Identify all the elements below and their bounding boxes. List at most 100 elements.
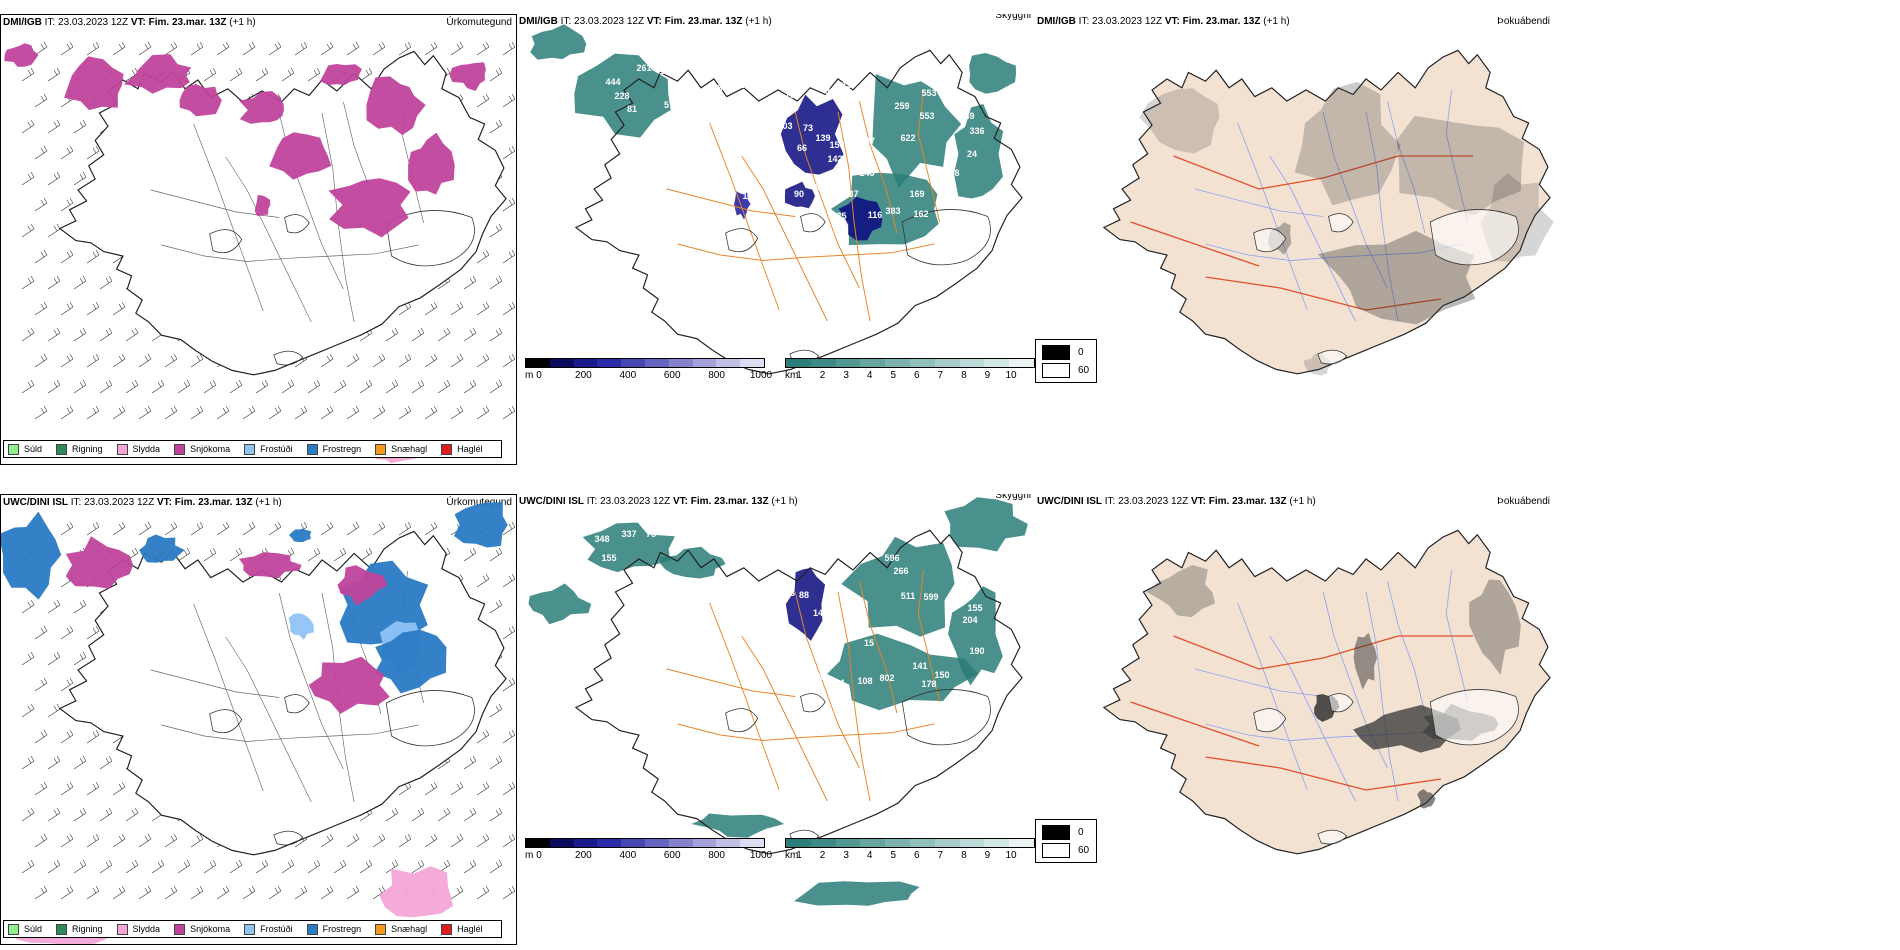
- visibility-value: 695: [876, 64, 891, 74]
- it-label: IT:: [586, 496, 598, 507]
- legend-item: Frostúði: [244, 443, 293, 455]
- visibility-value: 159: [829, 140, 844, 150]
- river-line: [1194, 188, 1324, 217]
- legend-swatch: [244, 443, 256, 455]
- legend-swatch: [8, 923, 19, 935]
- vt-value: Fim. 23.mar. 13Z: [1182, 16, 1261, 27]
- glacier-outline: [385, 690, 475, 747]
- lead-time: (+1 h): [229, 17, 256, 28]
- legend-swatch: [116, 443, 128, 455]
- visibility-value: 90: [794, 189, 804, 199]
- visibility-value-labels: 261 185 444 228 57 81 189 888 828 13 86 13 63 103 73 66…: [605, 63, 984, 276]
- visibility-value: 189: [679, 93, 694, 103]
- visibility-value: 81: [627, 104, 637, 114]
- vt-label: VT:: [646, 16, 662, 27]
- visibility-value: 14: [743, 666, 753, 676]
- road-line: [858, 580, 898, 714]
- vt-value: Fim. 23.mar. 13Z: [148, 17, 227, 28]
- legend-item: Frostregn: [306, 923, 361, 935]
- legend-item: Haglél: [441, 923, 483, 935]
- colorbar-tick: 0: [536, 850, 542, 861]
- fog-area: [1417, 789, 1436, 809]
- precip-area: [337, 565, 388, 606]
- legend-swatch: [8, 443, 19, 455]
- panel-title: Úrkomutegund: [446, 17, 512, 28]
- river-line: [1237, 122, 1308, 311]
- road-line: [741, 155, 828, 322]
- lead-time: (+1 h): [1263, 16, 1290, 27]
- vt-label: VT:: [130, 17, 146, 28]
- panel-header: UWC/DINI ISL IT: 23.03.2023 12Z VT: Fim.…: [519, 496, 798, 507]
- visibility-value: 142: [827, 154, 842, 164]
- it-label: IT:: [44, 17, 56, 28]
- visibility-panel: DMI/IGB IT: 23.03.2023 12Z VT: Fim. 23.m…: [517, 14, 1035, 465]
- fog-legend: 0 60: [1035, 819, 1097, 863]
- colorbar-tick: 3: [843, 850, 849, 861]
- vt-value: Fim. 23.mar. 13Z: [690, 496, 769, 507]
- visibility-value: 802: [879, 673, 894, 683]
- precip-area: [328, 178, 411, 238]
- visibility-area: [872, 74, 962, 189]
- glacier-outline: [725, 228, 759, 253]
- glacier-outline: [1429, 209, 1519, 266]
- colorbar-tick: 9: [984, 850, 991, 861]
- visibility-value: 348: [594, 534, 609, 544]
- road-line: [837, 591, 871, 802]
- it-label: IT:: [1078, 16, 1090, 27]
- iceland-outline-group: [1102, 49, 1554, 376]
- legend-swatch: [244, 923, 256, 935]
- visibility-value: 169: [909, 189, 924, 199]
- visibility-value: 14: [813, 608, 823, 618]
- lead-time: (+1 h): [745, 16, 772, 27]
- legend-item: Haglél: [441, 443, 483, 455]
- legend-label: Rigning: [72, 444, 103, 454]
- visibility-value: 162: [913, 209, 928, 219]
- fog-legend-bottom: 60: [1078, 845, 1090, 856]
- glacier-outline: [1317, 349, 1348, 365]
- precip-map: [1, 502, 516, 944]
- visibility-value: 150: [934, 670, 949, 680]
- visibility-value: 135: [831, 211, 846, 221]
- road-line: [741, 635, 828, 802]
- colorbar-tick: 5: [890, 370, 896, 381]
- panel-header: UWC/DINI ISL IT: 23.03.2023 12Z VT: Fim.…: [1037, 496, 1316, 507]
- visibility-value: 149: [959, 111, 974, 121]
- road-line: [858, 100, 898, 234]
- glacier-outline: [273, 350, 304, 366]
- visibility-area: [691, 813, 785, 838]
- legend-label: Súld: [24, 924, 43, 934]
- panel-title: Úrkomutegund: [446, 497, 512, 508]
- visibility-area: [574, 53, 671, 138]
- it-label: IT:: [70, 497, 82, 508]
- visibility-value: 261: [636, 63, 651, 73]
- fog-legend: 0 60: [1035, 339, 1097, 383]
- visibility-area: [838, 196, 883, 241]
- legend-item: Snjókoma: [174, 443, 230, 455]
- fog-panel: UWC/DINI ISL IT: 23.03.2023 12Z VT: Fim.…: [1035, 494, 1900, 945]
- glacier-outline: [284, 214, 310, 234]
- legend-label: Frostúði: [260, 924, 293, 934]
- vt-value: Fim. 23.mar. 13Z: [1208, 496, 1287, 507]
- legend-swatch: [174, 923, 186, 935]
- colorbar-tick: 10: [1005, 370, 1017, 381]
- precip-area: [179, 84, 222, 117]
- visibility-value: 798: [944, 168, 959, 178]
- visibility-value: 888: [707, 83, 722, 93]
- height-colorbar: [525, 358, 765, 368]
- road-line: [1173, 155, 1474, 190]
- colorbar-tick: 400: [619, 850, 637, 861]
- road-line: [150, 669, 280, 698]
- precip-area: [374, 629, 447, 694]
- road-line: [1205, 276, 1441, 311]
- fog-area: [1396, 115, 1524, 216]
- visibility-value: 66: [797, 143, 807, 153]
- lead-time: (+1 h): [771, 496, 798, 507]
- iceland-outline-group: [1102, 529, 1551, 855]
- colorbar-tick: 8: [961, 850, 967, 861]
- precip-areas: [4, 43, 486, 464]
- colorbar-tick: 200: [575, 370, 592, 381]
- road-line: [193, 123, 264, 312]
- colorbar-tick: 1: [796, 370, 802, 381]
- road-line: [709, 122, 780, 311]
- legend-item: Frostúði: [244, 923, 293, 935]
